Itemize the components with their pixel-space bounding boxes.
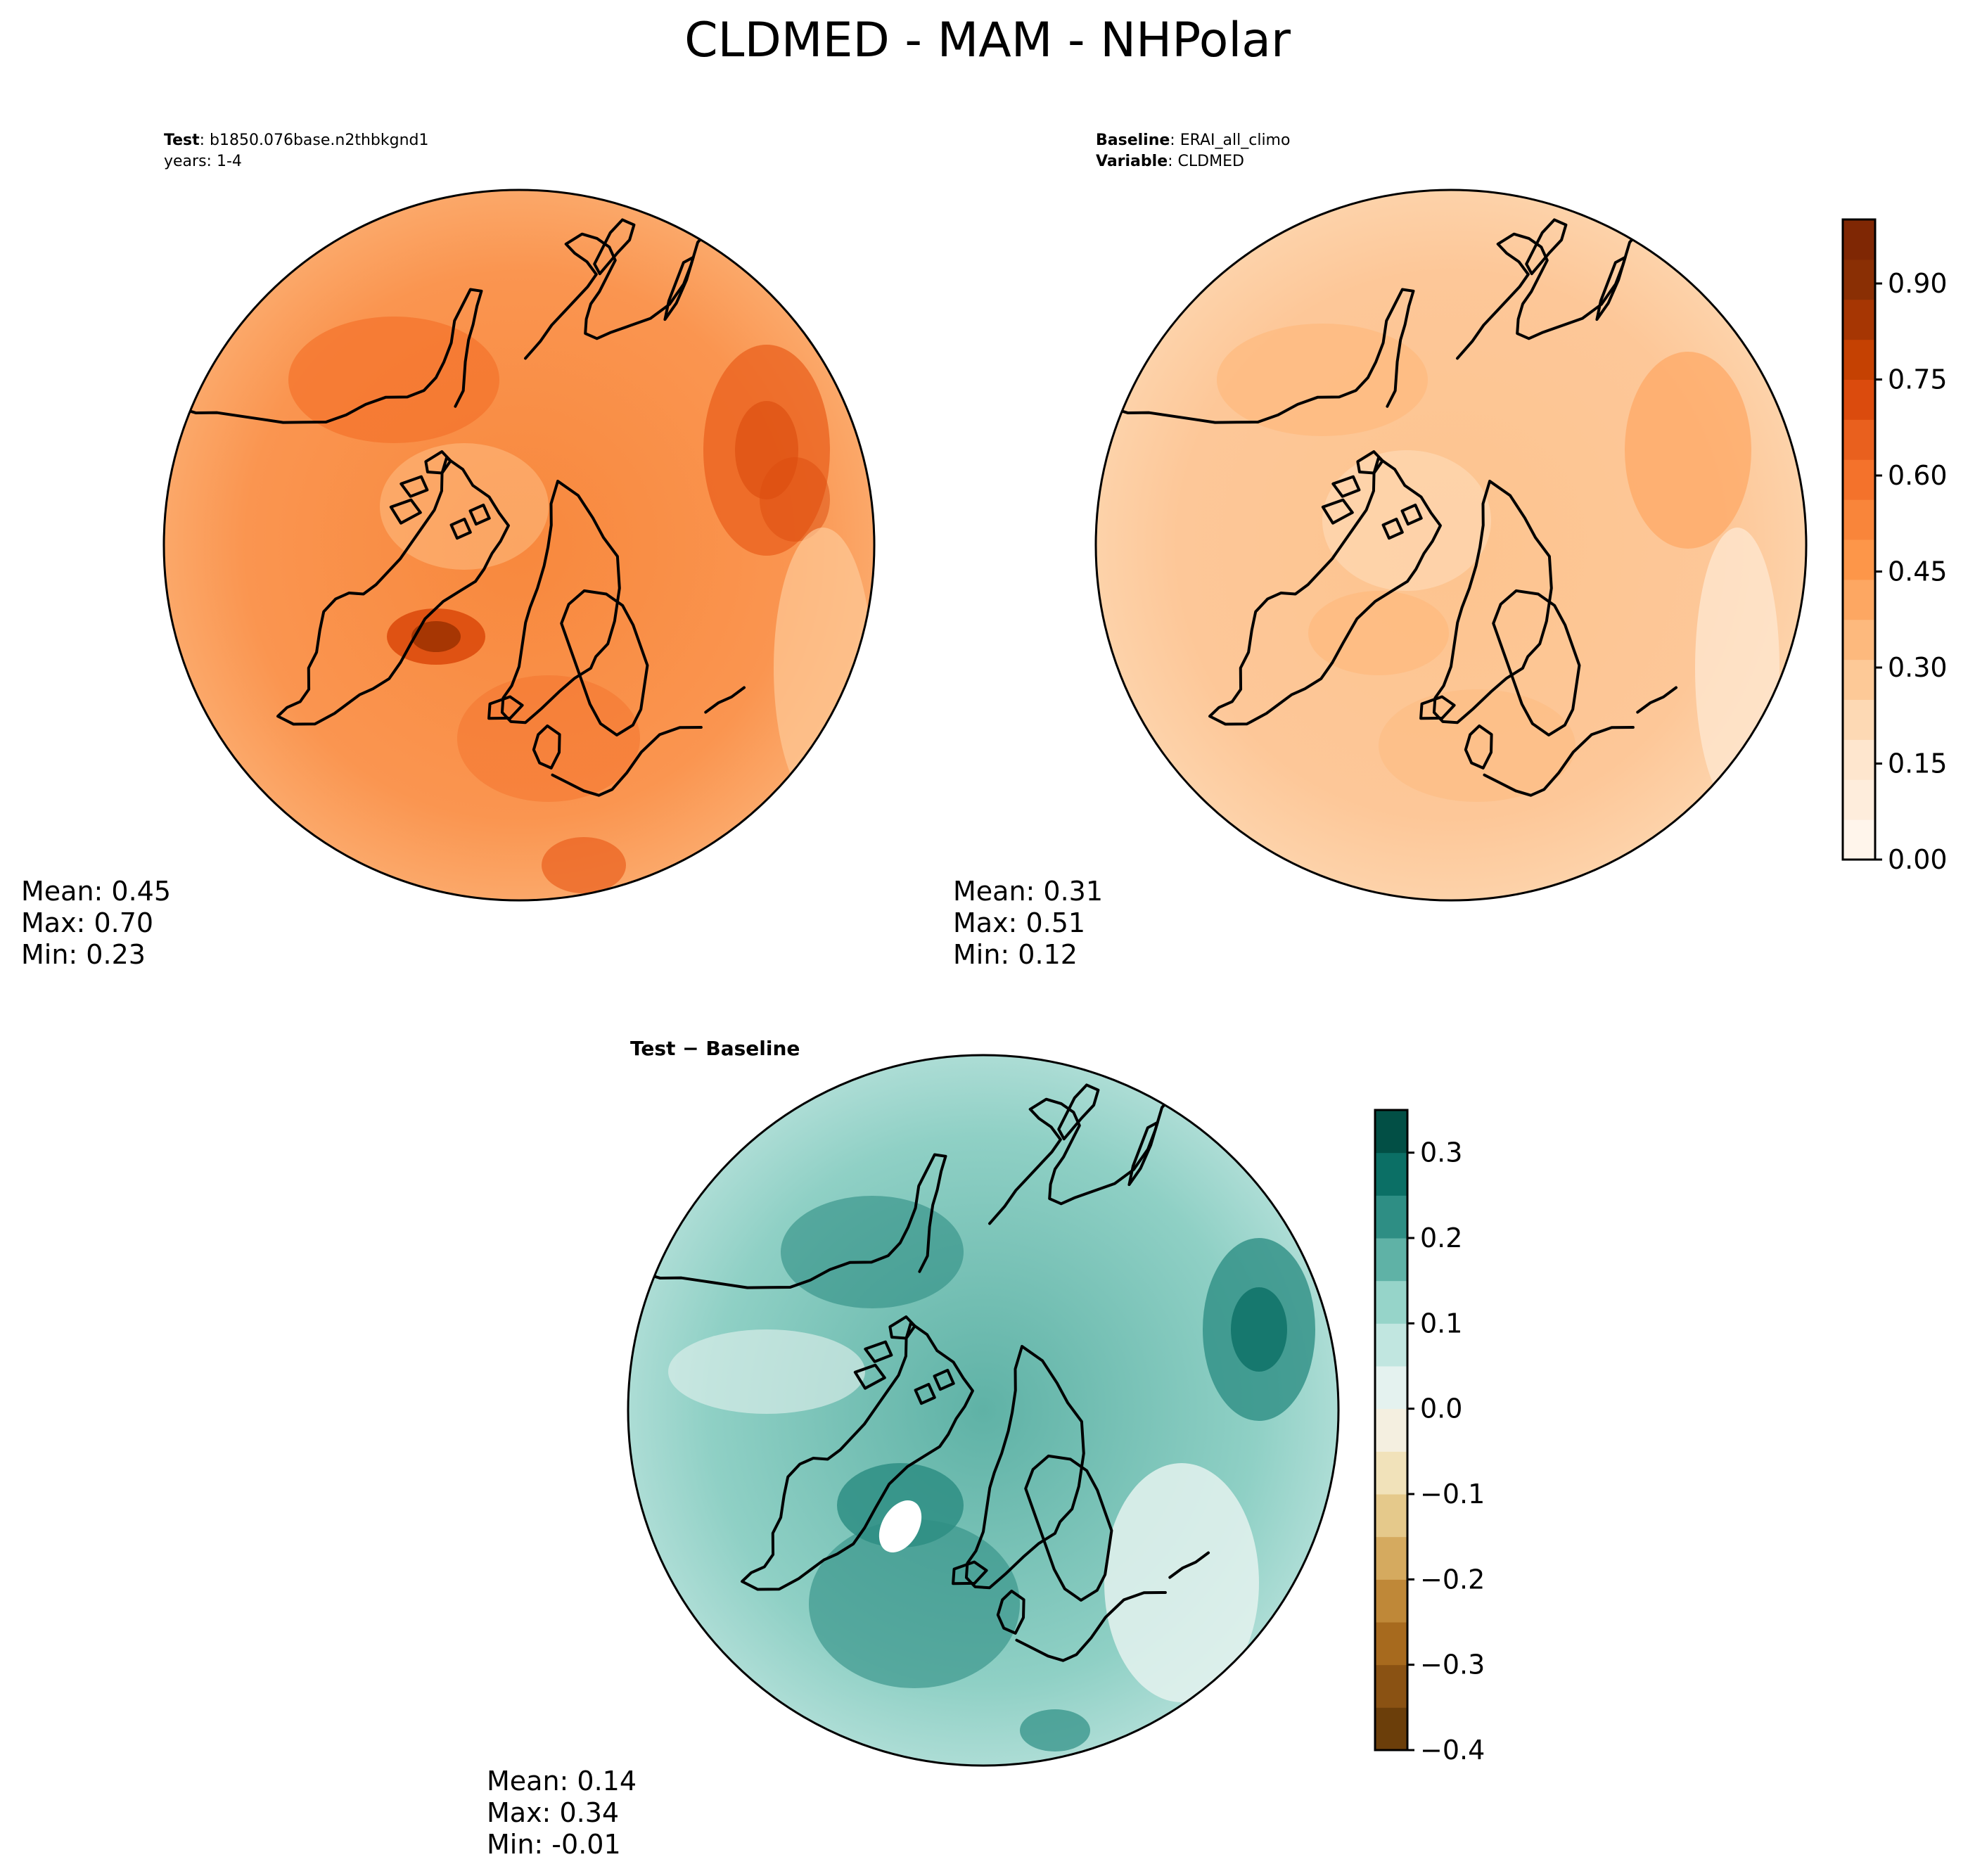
diff-max: Max: 0.34 bbox=[487, 1797, 619, 1828]
colorbar-diff-color-segment bbox=[1375, 1622, 1407, 1666]
baseline-variable-key: Variable bbox=[1096, 153, 1168, 170]
colorbar-main-tick-label: 0.60 bbox=[1888, 460, 1948, 491]
colorbar-diff-tick-label: 0.1 bbox=[1420, 1308, 1462, 1339]
colorbar-diff-color-segment bbox=[1375, 1323, 1407, 1367]
test-map bbox=[164, 190, 874, 900]
colorbar-main-color-segment bbox=[1843, 499, 1875, 540]
colorbar-diff-color-segment bbox=[1375, 1280, 1407, 1324]
colorbar-main-color-segment bbox=[1843, 339, 1875, 380]
baseline-label: Baseline: ERAI_all_climo bbox=[1096, 132, 1290, 149]
colorbar-diff-color-segment bbox=[1375, 1238, 1407, 1282]
colorbar-main-color-segment bbox=[1843, 659, 1875, 700]
colorbar-main-tick-label: 0.15 bbox=[1888, 748, 1948, 779]
colorbar-main-color-segment bbox=[1843, 699, 1875, 740]
colorbar-diff-tick-label: 0.2 bbox=[1420, 1223, 1462, 1253]
test-mean: Mean: 0.45 bbox=[21, 876, 171, 907]
colorbar-diff-color-segment bbox=[1375, 1152, 1407, 1196]
diff-map bbox=[628, 1055, 1338, 1766]
colorbar-diff-tick-label: −0.1 bbox=[1420, 1479, 1485, 1510]
baseline-min: Min: 0.12 bbox=[953, 939, 1078, 970]
colorbar-diff-tick-label: 0.3 bbox=[1420, 1137, 1462, 1168]
baseline-mean: Mean: 0.31 bbox=[953, 876, 1103, 907]
colorbar-diff-tick-label: −0.2 bbox=[1420, 1564, 1485, 1595]
colorbar-diff-color-segment bbox=[1375, 1366, 1407, 1410]
test-label-key: Test bbox=[164, 132, 200, 149]
baseline-label-key: Baseline bbox=[1096, 132, 1170, 149]
panel-baseline: Baseline: ERAI_all_climo Variable: CLDME… bbox=[953, 132, 1808, 970]
colorbar-diff-tick-label: 0.0 bbox=[1420, 1393, 1462, 1424]
panel-diff: Test − Baseline Mean: 0.14 Max: 0.34 Min… bbox=[487, 1037, 1340, 1860]
test-label: Test: b1850.076base.n2thbkgnd1 bbox=[164, 132, 429, 149]
colorbar-main-tick-label: 0.00 bbox=[1888, 844, 1948, 875]
test-years: years: 1-4 bbox=[164, 153, 242, 170]
baseline-map bbox=[1096, 190, 1806, 900]
colorbar-main-color-segment bbox=[1843, 459, 1875, 500]
colorbar-diff-color-segment bbox=[1375, 1536, 1407, 1580]
colorbar-diff-color-segment bbox=[1375, 1408, 1407, 1452]
diff-map-boundary bbox=[627, 1054, 1340, 1767]
colorbar-diff-color-segment bbox=[1375, 1579, 1407, 1623]
colorbar-main-color-segment bbox=[1843, 379, 1875, 420]
colorbar-diff-color-segment bbox=[1375, 1707, 1407, 1751]
figure-title: CLDMED - MAM - NHPolar bbox=[684, 13, 1291, 68]
baseline-variable: Variable: CLDMED bbox=[1096, 153, 1244, 170]
test-label-value: : b1850.076base.n2thbkgnd1 bbox=[200, 132, 429, 149]
colorbar-diff-tick-label: −0.4 bbox=[1420, 1735, 1485, 1766]
colorbar-main-color-segment bbox=[1843, 779, 1875, 820]
colorbar-diff-color-segment bbox=[1375, 1451, 1407, 1495]
test-map-boundary bbox=[162, 189, 876, 902]
baseline-max: Max: 0.51 bbox=[953, 907, 1085, 938]
colorbar-diff-color-segment bbox=[1375, 1664, 1407, 1708]
diff-min: Min: -0.01 bbox=[487, 1829, 621, 1860]
test-max: Max: 0.70 bbox=[21, 907, 153, 938]
colorbar-main-color-segment bbox=[1843, 819, 1875, 860]
colorbar-main-color-segment bbox=[1843, 259, 1875, 300]
test-min: Min: 0.23 bbox=[21, 939, 146, 970]
panel-test: Test: b1850.076base.n2thbkgnd1 years: 1-… bbox=[21, 132, 876, 970]
colorbar-main-color-segment bbox=[1843, 299, 1875, 340]
colorbar-main: 0.00 0.15 0.30 0.45 0.60 0.75 0.90 bbox=[1841, 218, 1948, 875]
colorbar-main-color-segment bbox=[1843, 419, 1875, 460]
diff-label: Test − Baseline bbox=[630, 1037, 800, 1060]
colorbar-diff-tick-label: −0.3 bbox=[1420, 1650, 1485, 1680]
colorbar-main-color-segment bbox=[1843, 540, 1875, 580]
colorbar-main-color-segment bbox=[1843, 579, 1875, 620]
colorbar-main-color-segment bbox=[1843, 619, 1875, 661]
colorbar-main-tick-label: 0.75 bbox=[1888, 364, 1948, 395]
colorbar-main-color-segment bbox=[1843, 219, 1875, 260]
colorbar-diff-color-segment bbox=[1375, 1494, 1407, 1538]
colorbar-diff-color-segment bbox=[1375, 1110, 1407, 1154]
colorbar-diff-color-segment bbox=[1375, 1195, 1407, 1239]
baseline-map-boundary bbox=[1094, 189, 1808, 902]
colorbar-main-color-segment bbox=[1843, 739, 1875, 780]
colorbar-diff: −0.4 −0.3 −0.2 −0.1 0.0 0.1 0.2 0.3 bbox=[1374, 1109, 1485, 1766]
colorbar-main-tick-label: 0.30 bbox=[1888, 652, 1948, 683]
baseline-variable-value: : CLDMED bbox=[1168, 153, 1244, 170]
colorbar-main-tick-label: 0.45 bbox=[1888, 556, 1948, 587]
baseline-label-value: : ERAI_all_climo bbox=[1170, 132, 1290, 149]
colorbar-main-tick-label: 0.90 bbox=[1888, 268, 1948, 299]
diff-mean: Mean: 0.14 bbox=[487, 1766, 637, 1797]
